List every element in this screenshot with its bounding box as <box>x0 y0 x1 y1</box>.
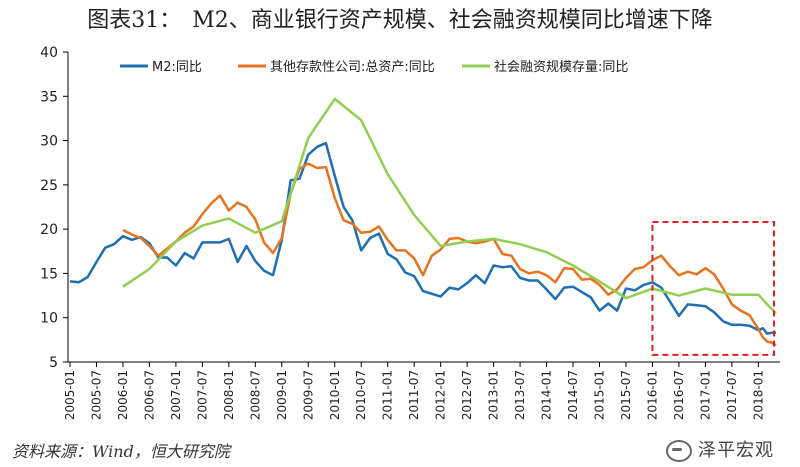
x-tick-label: 2013-07 <box>513 370 527 420</box>
x-tick-label: 2018-01 <box>751 370 765 420</box>
y-tick-label: 20 <box>40 222 58 238</box>
x-tick-label: 2016-01 <box>645 370 659 420</box>
wechat-logo-icon <box>666 440 692 462</box>
y-tick-label: 25 <box>40 178 58 194</box>
x-tick-label: 2009-07 <box>301 370 315 420</box>
x-tick-label: 2006-01 <box>116 370 130 420</box>
x-tick-label: 2010-01 <box>328 370 342 420</box>
x-tick-label: 2012-07 <box>460 370 474 420</box>
y-tick-label: 40 <box>40 45 58 61</box>
x-tick-label: 2011-07 <box>407 370 421 420</box>
series-line-other_deposit <box>122 162 777 347</box>
x-tick-label: 2008-01 <box>222 370 236 420</box>
x-tick-label: 2014-01 <box>540 370 554 420</box>
y-tick-label: 5 <box>49 355 58 371</box>
series-line-m2 <box>69 141 776 335</box>
highlight-box <box>651 221 776 356</box>
watermark: 泽平宏观 <box>666 436 774 462</box>
x-tick-label: 2008-07 <box>248 370 262 420</box>
x-tick-label: 2005-01 <box>63 370 77 420</box>
chart-title: 图表31： M2、商业银行资产规模、社会融资规模同比增速下降 <box>87 8 713 33</box>
series-line-tsf <box>122 97 777 315</box>
x-tick-label: 2007-07 <box>195 370 209 420</box>
axes-layer: 5 10 15 20 25 30 35 40 2005-01 2005-07 2006-01 2006… <box>40 45 780 420</box>
x-tick-label: 2014-07 <box>566 370 580 420</box>
series-layer <box>69 97 777 347</box>
x-tick-label: 2013-01 <box>487 370 501 420</box>
watermark-text: 泽平宏观 <box>698 440 774 461</box>
x-tick-label: 2009-01 <box>275 370 289 420</box>
x-tick-label: 2005-07 <box>89 370 103 420</box>
x-tick-label: 2011-01 <box>381 370 395 420</box>
legend-label-m2: M2:同比 <box>152 60 202 75</box>
x-tick-label: 2010-07 <box>354 370 368 420</box>
x-tick-label: 2015-01 <box>593 370 607 420</box>
x-tick-label: 2017-01 <box>698 370 712 420</box>
x-tick-label: 2015-07 <box>619 370 633 420</box>
x-tick-label: 2012-01 <box>434 370 448 420</box>
legend-label-other_deposit: 其他存款性公司:总资产:同比 <box>270 60 435 75</box>
x-tick-label: 2016-07 <box>672 370 686 420</box>
x-tick-label: 2007-01 <box>169 370 183 420</box>
y-tick-label: 10 <box>40 311 58 327</box>
source-note: 资料来源：Wind，恒大研究院 <box>12 442 230 461</box>
x-tick-label: 2006-07 <box>142 370 156 420</box>
y-tick-label: 35 <box>40 89 58 105</box>
x-tick-label: 2017-07 <box>725 370 739 420</box>
legend-label-tsf: 社会融资规模存量:同比 <box>494 59 628 75</box>
y-tick-label: 15 <box>40 266 58 282</box>
y-tick-label: 30 <box>40 134 58 150</box>
legend: M2:同比 其他存款性公司:总资产:同比 社会融资规模存量:同比 <box>120 59 628 75</box>
